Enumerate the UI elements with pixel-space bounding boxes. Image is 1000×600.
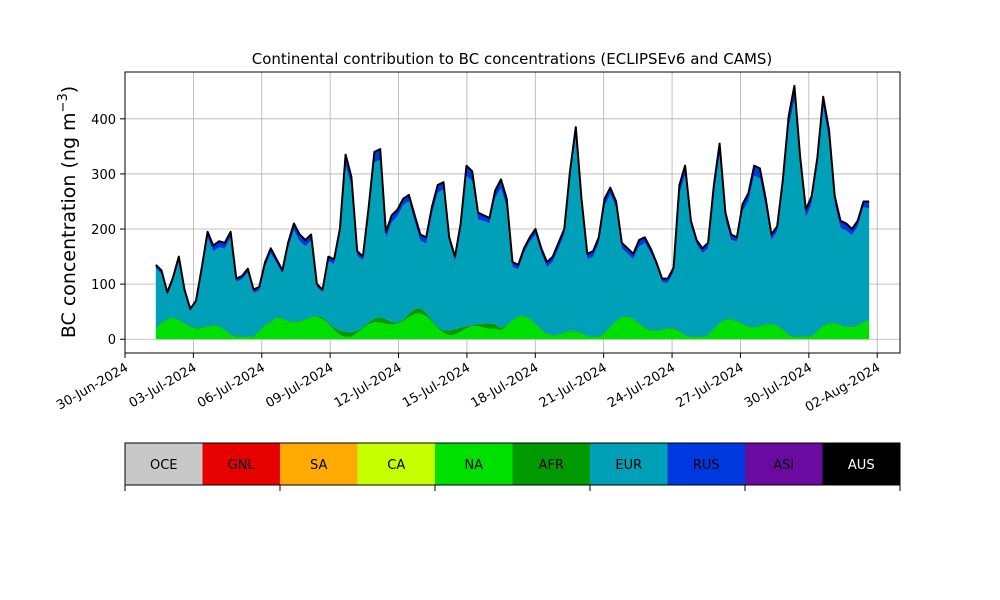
axes-frame	[124, 71, 901, 354]
x-tick-label: 18-Jul-2024	[468, 360, 541, 411]
legend-swatch-asi	[745, 443, 823, 485]
y-tick-label: 200	[91, 223, 116, 238]
legend-swatch-oce	[125, 443, 203, 485]
y-tick-label: 0	[108, 333, 116, 348]
legend-label-eur: EUR	[615, 458, 642, 473]
x-tick-label: 09-Jul-2024	[263, 360, 336, 411]
x-tick-label: 03-Jul-2024	[127, 360, 200, 411]
legend-frame	[124, 442, 901, 486]
legend-swatch-gnl	[202, 443, 280, 485]
rus-area	[155, 86, 870, 312]
y-tick-label: 100	[91, 278, 116, 293]
legend-label-ca: CA	[387, 458, 405, 473]
legend-label-rus: RUS	[693, 458, 720, 473]
na-area	[155, 313, 870, 340]
y-axis-ticks: 0 100 200 300 400	[91, 113, 125, 348]
x-tick-label: 24-Jul-2024	[605, 360, 678, 411]
plot-area	[124, 71, 901, 354]
x-tick-label: 27-Jul-2024	[674, 360, 747, 411]
y-axis-label-close: )	[58, 86, 80, 93]
legend-swatch-afr	[512, 443, 590, 485]
legend-swatch-aus	[822, 443, 900, 485]
legend-label-asi: ASI	[773, 458, 794, 473]
total-line	[155, 84, 870, 310]
y-tick-label: 400	[91, 113, 116, 128]
x-tick-label: 12-Jul-2024	[332, 360, 405, 411]
x-tick-label: 02-Aug-2024	[803, 360, 883, 415]
x-tick-label: 30-Jun-2024	[54, 360, 131, 413]
legend-label-na: NA	[464, 458, 483, 473]
chart-title: Continental contribution to BC concentra…	[252, 50, 773, 68]
legend: OCE GNL SA CA NA AFR EUR RUS ASI AUS	[124, 442, 901, 491]
legend-swatch-ca	[357, 443, 435, 485]
x-tick-label: 21-Jul-2024	[537, 360, 610, 411]
y-axis-label: BC concentration (ng m−3)	[56, 86, 80, 338]
legend-label-sa: SA	[310, 458, 327, 473]
legend-label-aus: AUS	[848, 458, 875, 473]
legend-swatch-sa	[280, 443, 358, 485]
legend-swatch-eur	[590, 443, 668, 485]
y-tick-label: 300	[91, 168, 116, 183]
eur-area	[155, 100, 870, 337]
legend-swatch-rus	[667, 443, 745, 485]
y-axis-label-superscript: −3	[56, 93, 71, 112]
stacked-areas	[155, 84, 870, 340]
y-axis-label-text: BC concentration (ng m	[58, 112, 80, 338]
x-axis-ticks: 30-Jun-202403-Jul-202406-Jul-202409-Jul-…	[54, 353, 883, 416]
legend-label-gnl: GNL	[228, 458, 256, 473]
legend-label-afr: AFR	[539, 458, 564, 473]
legend-label-oce: OCE	[150, 458, 178, 473]
x-tick-label: 06-Jul-2024	[195, 360, 268, 411]
afr-area	[155, 308, 870, 337]
legend-swatch-na	[435, 443, 513, 485]
x-tick-label: 15-Jul-2024	[400, 360, 473, 411]
